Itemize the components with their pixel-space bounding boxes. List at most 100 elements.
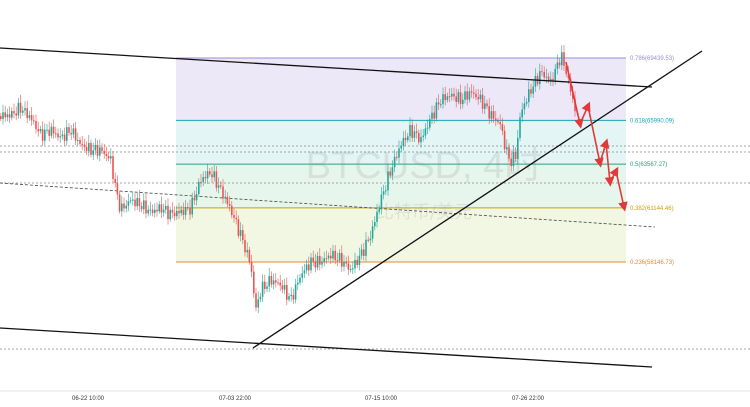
candle-body	[444, 94, 446, 101]
candle-body	[534, 75, 537, 87]
candle-body	[376, 211, 378, 223]
candle-body	[215, 171, 218, 188]
candle-body	[385, 190, 387, 192]
candle-body	[400, 146, 402, 149]
candle-body	[510, 158, 512, 167]
candle-body	[88, 142, 90, 152]
watermark: BTCUSD, 4时 比特币/美元	[306, 145, 542, 223]
candle-body	[305, 264, 308, 271]
candle-body	[290, 294, 292, 297]
candle-body	[360, 249, 363, 256]
candle-body	[437, 102, 440, 105]
candle-body	[490, 111, 493, 119]
candle-body	[143, 200, 145, 210]
candle-body	[354, 259, 356, 269]
candle-body	[127, 201, 130, 206]
candle-body	[2, 112, 4, 119]
candle-body	[446, 96, 449, 101]
candle-body	[125, 205, 127, 209]
candle-body	[420, 136, 422, 143]
candle-body	[382, 191, 385, 195]
candle-body	[319, 255, 321, 265]
candle-body	[204, 177, 207, 179]
candle-body	[343, 261, 345, 267]
fib-labels: 0.786(69439.53) 0.618(65990.09) 0.5(63567.…	[630, 56, 674, 266]
candle-body	[358, 255, 361, 265]
candle-body	[316, 255, 319, 268]
candle-body	[543, 71, 545, 78]
candle-body	[266, 286, 268, 289]
candle-body	[187, 207, 189, 209]
candle-body	[473, 92, 475, 94]
candle-body	[121, 203, 123, 212]
candle-body	[565, 65, 567, 75]
candle-body	[341, 252, 343, 267]
candle-body	[532, 86, 534, 94]
candle-body	[374, 222, 376, 227]
lower-channel-line[interactable]	[0, 327, 653, 368]
candle-body	[202, 177, 204, 182]
candle-body	[37, 129, 39, 132]
candle-body	[39, 129, 42, 132]
candle-body	[136, 198, 138, 207]
candle-body	[228, 204, 231, 206]
candle-body	[396, 156, 398, 158]
candle-body	[455, 96, 457, 102]
candle-body	[363, 249, 365, 256]
candle-body	[486, 103, 488, 107]
candle-body	[481, 94, 484, 109]
candle-body	[237, 219, 240, 236]
fib-zone	[176, 207, 626, 262]
candle-body	[173, 212, 176, 217]
candle-body	[158, 204, 160, 212]
candle-body	[277, 282, 279, 284]
candle-body	[286, 285, 288, 300]
candle-body	[563, 52, 565, 66]
candle-body	[398, 148, 400, 158]
candle-body	[521, 109, 523, 118]
candle-body	[165, 205, 167, 210]
candle-body	[512, 151, 515, 167]
candle-body	[558, 62, 561, 66]
ascending-trend-line[interactable]	[252, 50, 703, 349]
candle-body	[468, 91, 471, 100]
candle-body	[255, 293, 257, 308]
candle-body	[66, 127, 68, 141]
candle-body	[90, 142, 92, 155]
projection-arrow	[609, 166, 619, 183]
candle-body	[424, 128, 427, 136]
candle-body	[554, 68, 556, 82]
candle-body	[193, 197, 196, 201]
candle-body	[433, 112, 435, 119]
candle-body	[567, 74, 570, 79]
projection-arrow	[615, 170, 628, 212]
candle-body	[239, 230, 242, 236]
candle-body	[547, 76, 550, 81]
candle-body	[475, 93, 477, 98]
upper-channel-line[interactable]	[0, 47, 653, 88]
candle-body	[411, 125, 413, 138]
candle-body	[448, 96, 451, 98]
candle-body	[213, 171, 215, 178]
fib-zone	[176, 164, 626, 208]
candle-body	[138, 198, 141, 207]
candle-body	[477, 97, 479, 100]
candle-body	[162, 209, 165, 213]
candle-body	[33, 120, 35, 122]
candle-body	[59, 136, 61, 138]
candle-body	[508, 147, 510, 159]
candle-body	[96, 144, 99, 156]
candle-body	[418, 132, 420, 143]
candle-body	[387, 171, 389, 191]
candle-body	[15, 113, 17, 116]
candle-body	[6, 114, 9, 118]
candle-body	[440, 104, 442, 106]
candle-body	[321, 261, 323, 265]
candle-body	[248, 249, 251, 263]
candle-body	[466, 91, 468, 100]
candle-body	[11, 111, 13, 118]
candle-body	[325, 258, 328, 260]
candle-body	[435, 102, 438, 119]
candle-body	[389, 171, 391, 176]
